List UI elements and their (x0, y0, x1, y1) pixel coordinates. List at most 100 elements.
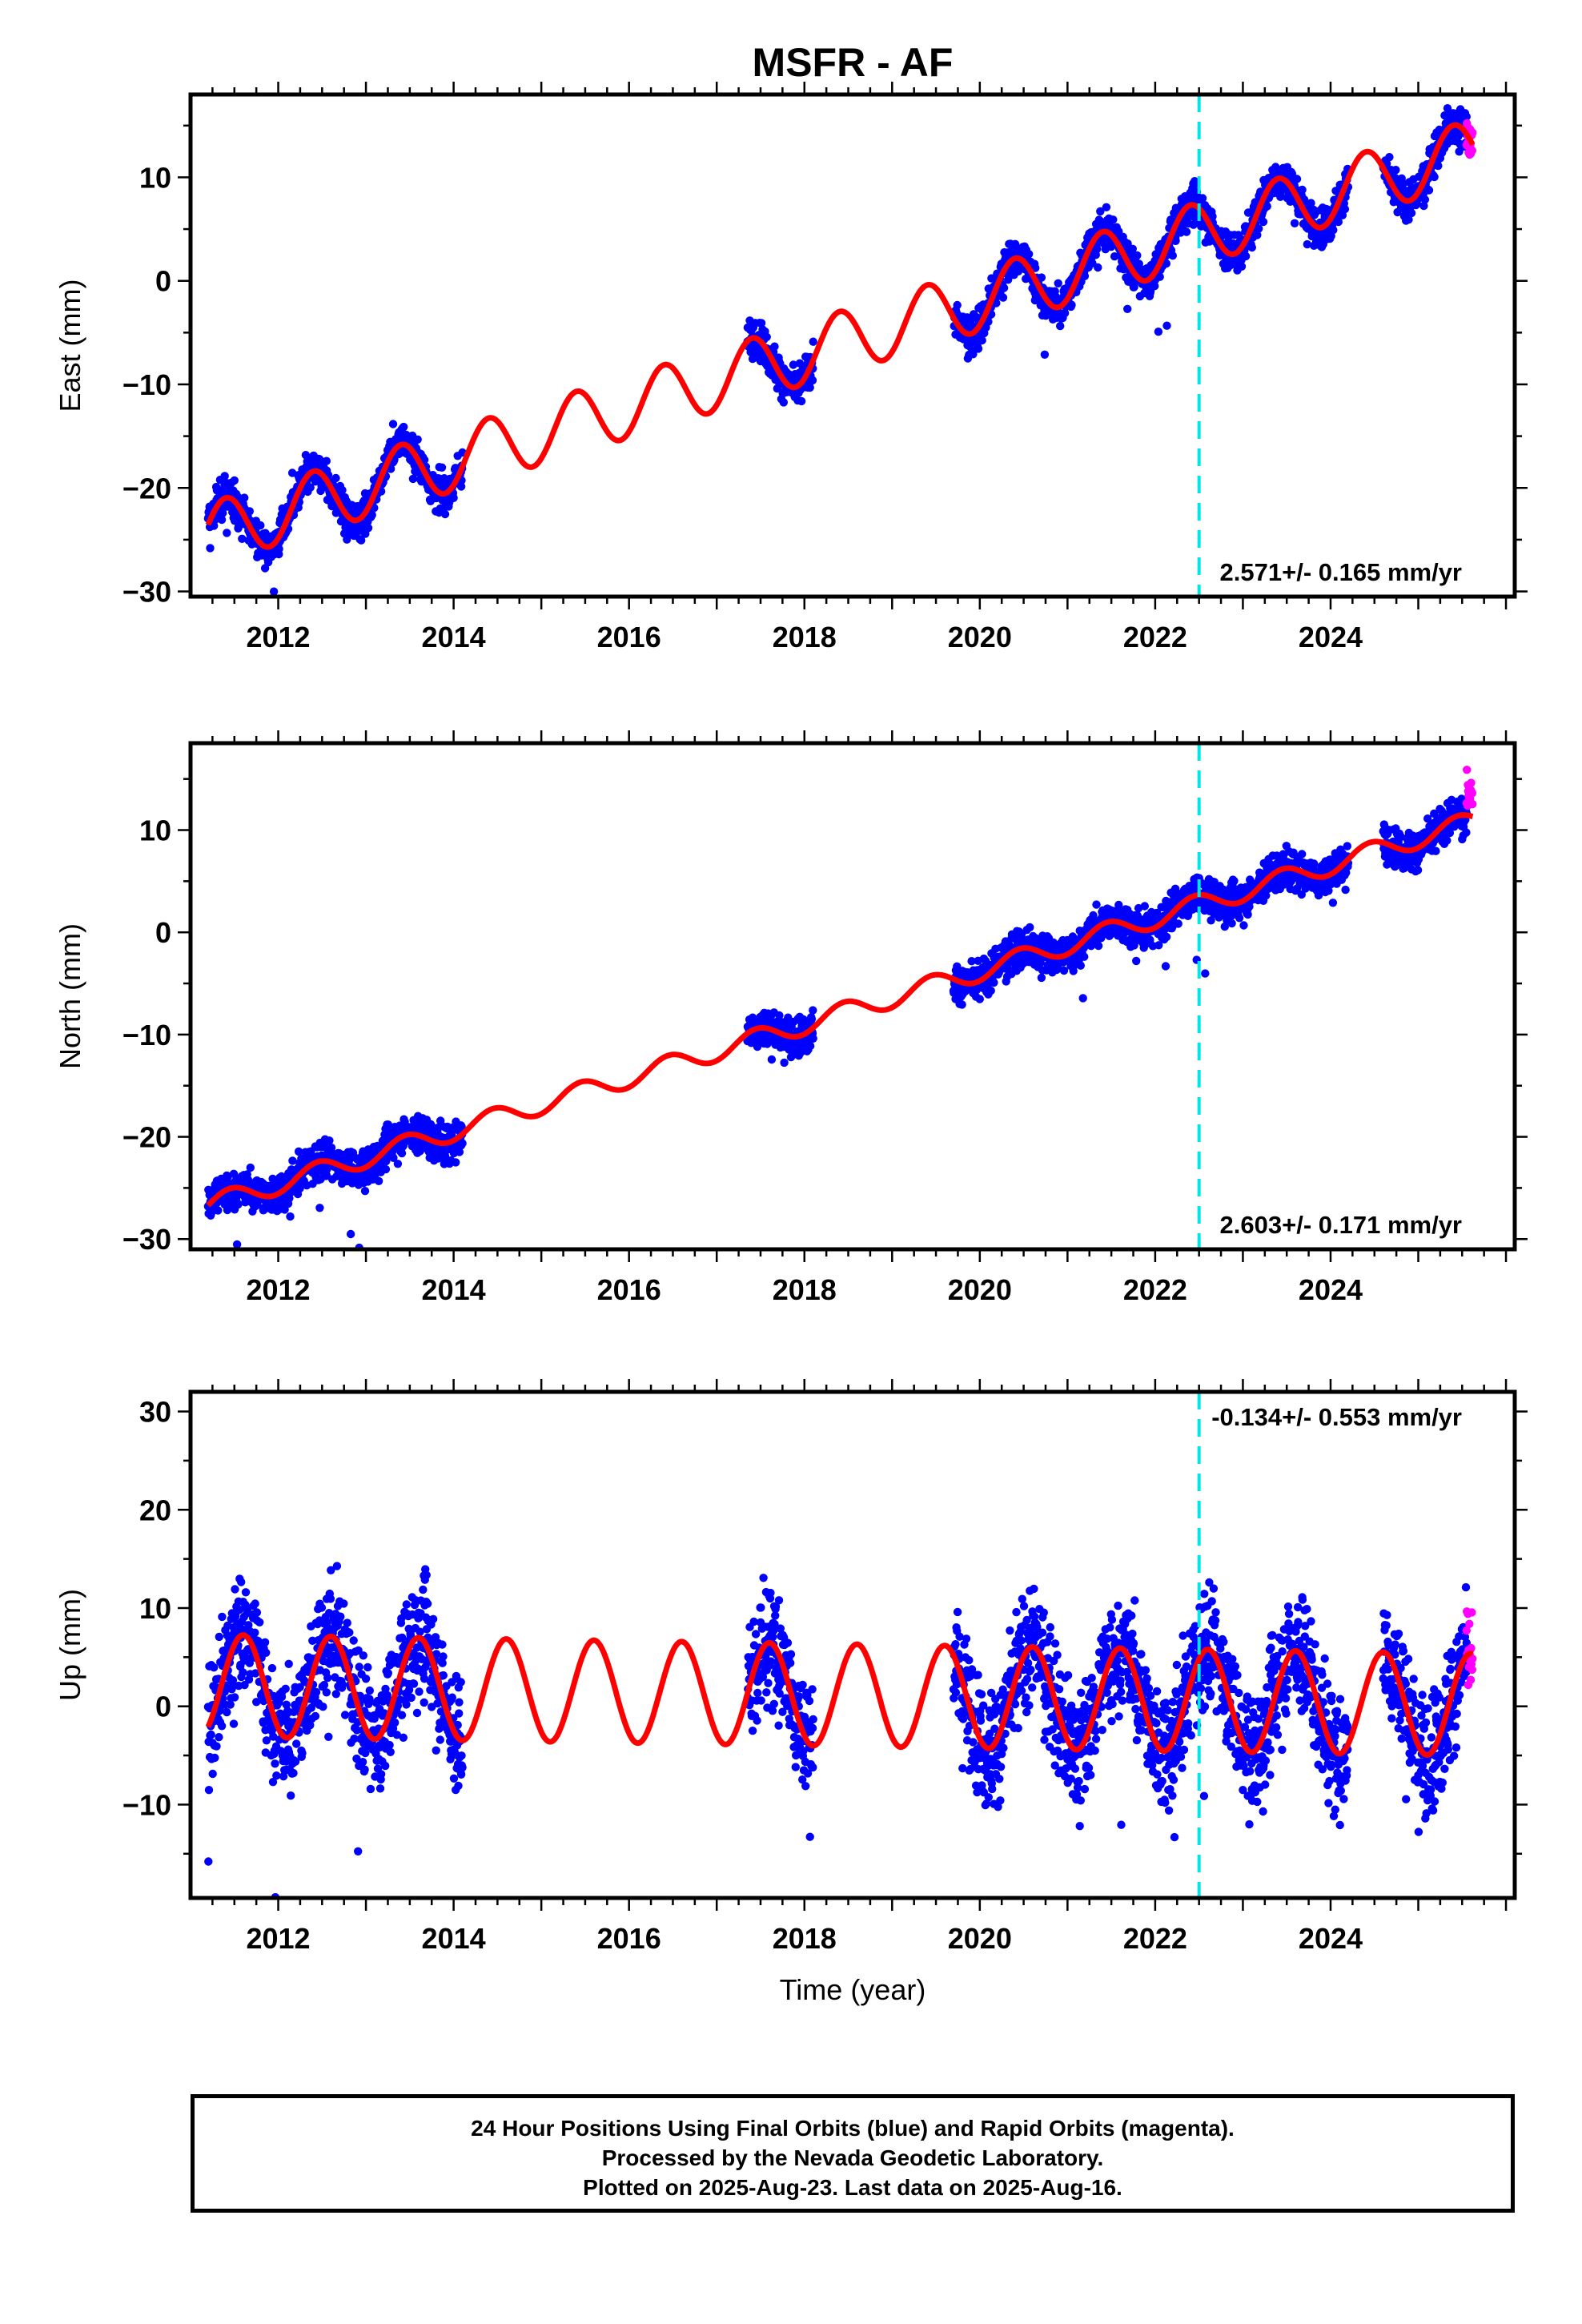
data-point (797, 396, 806, 406)
data-point (1162, 932, 1171, 942)
data-point (1343, 842, 1352, 850)
y-tick-label: −20 (122, 472, 171, 505)
data-point (1067, 300, 1076, 309)
data-point (1189, 220, 1198, 229)
data-point (999, 283, 1009, 292)
data-point (1174, 919, 1182, 928)
panel-east: 2012 2014 2016 2018 2020 2022 2024−30−20−10010… (54, 82, 1528, 653)
data-point (1290, 219, 1299, 227)
data-point (1237, 262, 1247, 271)
data-point (974, 344, 983, 353)
data-point (217, 515, 227, 525)
model-curve (205, 122, 1476, 550)
data-point (1255, 224, 1263, 233)
data-point (1123, 239, 1132, 248)
data-point (1092, 900, 1101, 909)
data-point (367, 510, 376, 520)
data-point (1155, 272, 1164, 281)
data-point (1162, 259, 1171, 268)
data-point (984, 317, 993, 326)
data-point (386, 464, 396, 473)
data-point (1243, 910, 1252, 919)
data-point (1161, 962, 1170, 971)
data-point (223, 529, 231, 537)
data-point (805, 383, 814, 392)
data-point (1420, 195, 1430, 204)
data-point (779, 398, 788, 407)
data-point (1037, 973, 1046, 983)
data-point (986, 986, 995, 995)
data-point (280, 1205, 289, 1214)
data-point (275, 545, 283, 553)
data-point (269, 587, 279, 596)
rapid-point (1468, 146, 1477, 155)
data-point (1026, 923, 1034, 932)
data-point (1154, 328, 1163, 336)
data-point (1201, 969, 1210, 978)
data-point (1036, 958, 1046, 967)
data-point (978, 336, 986, 345)
data-point (805, 1041, 815, 1051)
data-point (1413, 866, 1423, 875)
data-point (1310, 859, 1319, 868)
chart-title: MSFR - AF (753, 40, 954, 85)
data-point (1132, 956, 1141, 966)
data-point (1056, 321, 1065, 331)
data-point (1150, 282, 1159, 291)
data-point (1037, 273, 1046, 282)
data-point (1407, 208, 1416, 218)
data-point (958, 1000, 966, 1009)
data-point (1134, 259, 1144, 268)
data-point (343, 535, 351, 544)
data-point (408, 474, 418, 484)
data-point (413, 435, 422, 444)
x-tick-label: 2018 (773, 621, 837, 653)
data-point (1168, 251, 1178, 260)
data-point (219, 509, 227, 517)
data-point (1054, 963, 1062, 972)
x-tick-label: 2020 (948, 621, 1012, 653)
data-point (1430, 172, 1439, 182)
data-point (331, 473, 340, 483)
data-point (1239, 921, 1248, 930)
data-point (374, 1176, 383, 1186)
data-point (1078, 994, 1087, 1003)
data-point (953, 300, 962, 310)
data-point (1334, 217, 1343, 227)
data-point (294, 1147, 303, 1156)
data-point (809, 337, 817, 346)
y-tick-label: −30 (122, 576, 171, 609)
data-point (1102, 203, 1111, 211)
data-point (1298, 185, 1307, 195)
data-point (288, 1156, 297, 1165)
data-point (1040, 350, 1050, 359)
data-point (807, 1015, 817, 1023)
data-point (1080, 952, 1089, 961)
data-point (992, 299, 1001, 308)
final-orbit-points (203, 766, 1477, 1249)
data-point (389, 1153, 398, 1163)
data-point (967, 957, 976, 966)
y-tick-label: 10 (139, 161, 171, 194)
data-point (1080, 271, 1090, 280)
data-point (1259, 217, 1268, 227)
data-point (440, 509, 450, 519)
data-point (808, 376, 817, 385)
x-tick-label: 2024 (1299, 621, 1363, 653)
data-point (1128, 244, 1138, 253)
data-point (1054, 279, 1062, 287)
data-point (789, 360, 798, 369)
data-point (246, 1163, 255, 1172)
data-point (346, 1229, 355, 1239)
data-point (1431, 846, 1440, 855)
data-point (757, 319, 766, 328)
data-point (286, 1212, 295, 1221)
data-point (990, 978, 998, 987)
data-point (357, 536, 366, 545)
data-point (1059, 966, 1069, 975)
data-point (220, 472, 229, 480)
data-point (306, 483, 315, 492)
data-point (230, 476, 239, 485)
data-point (402, 430, 411, 440)
